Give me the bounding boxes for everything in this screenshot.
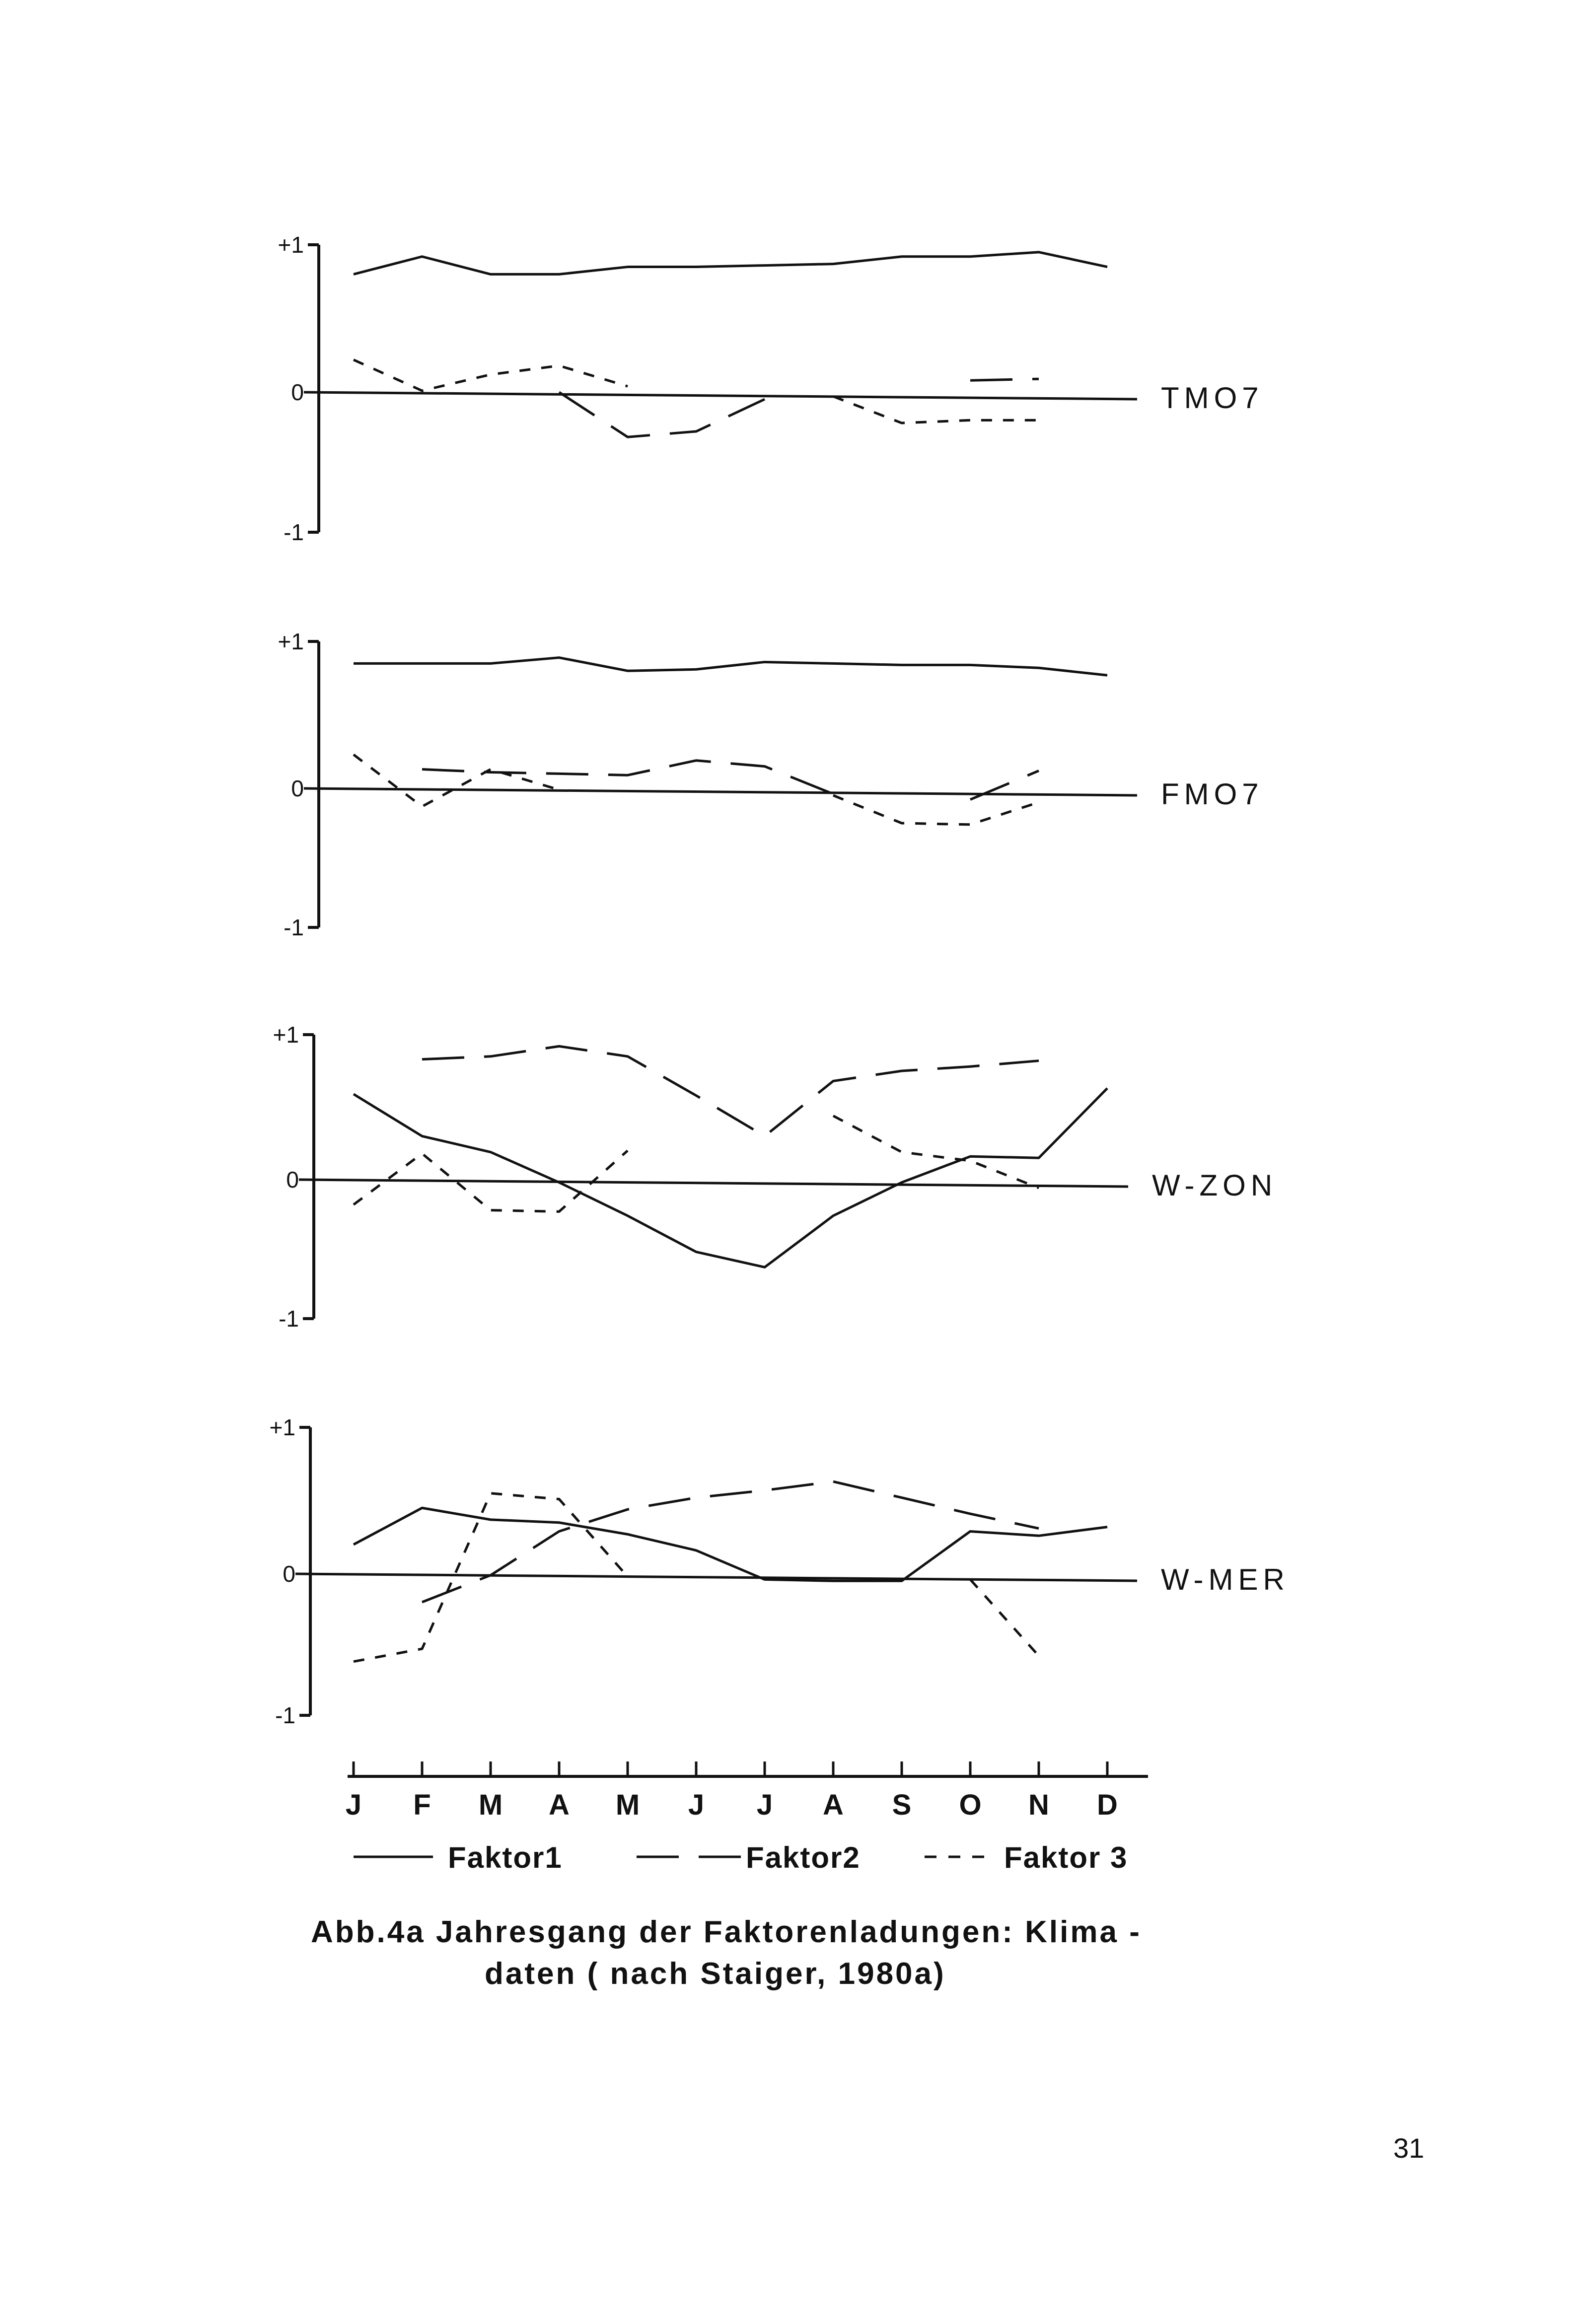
month-label-0: J (346, 1789, 361, 1821)
month-label-4: M (616, 1789, 640, 1821)
panel-label-w-zon: W-ZON (1152, 1169, 1277, 1202)
y-tick-label-minus-one-w-mer: -1 (275, 1702, 295, 1728)
y-tick-label-minus-one-w-zon: -1 (279, 1306, 299, 1332)
series-faktor2-tmo7 (558, 377, 1039, 438)
series-faktor1-tmo7 (353, 251, 1108, 276)
legend-label-faktor1: Faktor1 (448, 1841, 563, 1874)
series-faktor3-w-mer-segment-1 (969, 1578, 1040, 1657)
series-faktor3-fmo7-segment-1 (833, 794, 1039, 826)
panel-w-mer: +1 0 -1 W-MER (270, 1414, 1290, 1728)
series-faktor3-w-mer (353, 1492, 1040, 1663)
series-faktor3-tmo7-segment-1 (833, 395, 1039, 424)
panel-tmo7: +1 0 -1 TMO7 (278, 232, 1264, 545)
month-label-3: A (549, 1789, 570, 1821)
series-faktor1-w-zon-segment-0 (353, 1087, 1108, 1268)
zero-line-tmo7 (303, 391, 1138, 401)
legend-label-faktor3: Faktor 3 (1004, 1841, 1128, 1874)
zero-line-w-mer (295, 1572, 1138, 1582)
panel-fmo7: +1 0 -1 FMO7 (278, 629, 1264, 940)
y-tick-label-minus-one-tmo7: -1 (284, 519, 304, 545)
figure-caption-line1: Abb.4a Jahresgang der Faktorenladungen: … (311, 1915, 1142, 1949)
month-label-11: D (1097, 1789, 1118, 1821)
month-label-1: F (413, 1789, 431, 1821)
month-label-2: M (479, 1789, 503, 1821)
y-tick-label-zero-w-mer: 0 (283, 1561, 295, 1587)
panel-label-w-mer: W-MER (1161, 1563, 1290, 1596)
series-faktor3-w-zon-segment-1 (832, 1115, 1039, 1190)
series-faktor2-w-zon-segment-0 (422, 1045, 1039, 1137)
legend: Faktor1 Faktor2 Faktor 3 (354, 1841, 1128, 1874)
series-faktor3-w-mer-segment-0 (353, 1492, 629, 1663)
series-faktor3-tmo7-segment-0 (353, 358, 628, 392)
y-tick-label-zero-fmo7: 0 (291, 775, 304, 801)
series-faktor1-fmo7-segment-0 (354, 656, 1108, 677)
y-tick-label-minus-one-fmo7: -1 (284, 915, 304, 940)
figure-caption-line2: daten ( nach Staiger, 1980a) (485, 1957, 946, 1991)
series-faktor1-fmo7 (354, 656, 1108, 677)
panel-label-fmo7: FMO7 (1161, 777, 1264, 811)
y-tick-label-zero-w-zon: 0 (286, 1167, 299, 1193)
zero-line-fmo7 (303, 787, 1138, 797)
series-faktor2-tmo7-segment-1 (970, 377, 1039, 382)
zero-line-w-zon (298, 1178, 1129, 1188)
month-label-9: O (959, 1789, 981, 1821)
month-label-6: J (757, 1789, 773, 1821)
series-faktor2-fmo7-segment-1 (970, 770, 1039, 801)
series-faktor3-fmo7-segment-0 (353, 753, 560, 808)
month-label-7: A (823, 1789, 844, 1821)
series-faktor2-w-mer (422, 1480, 1039, 1604)
panel-label-tmo7: TMO7 (1161, 381, 1264, 415)
series-faktor2-tmo7-segment-0 (558, 391, 766, 438)
series-faktor1-tmo7-segment-0 (353, 251, 1108, 276)
y-tick-label-plus-one-fmo7: +1 (278, 629, 304, 654)
series-faktor1-w-zon (353, 1087, 1108, 1268)
series-faktor1-w-mer (353, 1506, 1108, 1582)
y-tick-label-plus-one-w-zon: +1 (273, 1022, 299, 1048)
legend-label-faktor2: Faktor2 (746, 1841, 861, 1874)
series-faktor2-w-zon (422, 1045, 1039, 1137)
y-tick-label-plus-one-w-mer: +1 (270, 1414, 295, 1440)
series-faktor2-fmo7-segment-0 (422, 759, 834, 795)
series-faktor3-w-zon (353, 1115, 1039, 1213)
series-faktor2-fmo7 (422, 759, 1039, 801)
series-faktor3-tmo7 (353, 358, 1039, 424)
y-tick-label-zero-tmo7: 0 (291, 379, 304, 405)
series-faktor2-w-mer-segment-0 (422, 1480, 1039, 1604)
y-tick-label-plus-one-tmo7: +1 (278, 232, 304, 258)
series-faktor1-w-mer-segment-0 (353, 1506, 1108, 1582)
panel-w-zon: +1 0 -1 W-ZON (273, 1022, 1277, 1332)
month-label-5: J (688, 1789, 704, 1821)
month-label-8: S (892, 1789, 912, 1821)
page-number: 31 (1393, 2132, 1424, 2164)
month-label-10: N (1028, 1789, 1049, 1821)
series-faktor3-fmo7 (353, 753, 1039, 826)
